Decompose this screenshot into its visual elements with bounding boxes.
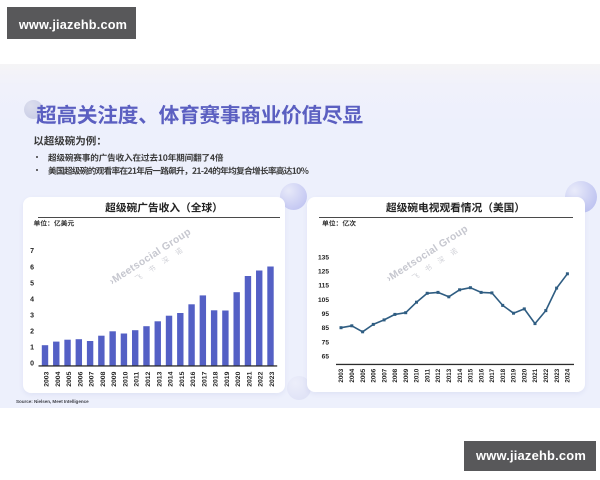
svg-text:2008: 2008 (392, 368, 399, 382)
svg-text:2021: 2021 (532, 368, 539, 382)
svg-text:2006: 2006 (371, 368, 378, 382)
svg-text:65: 65 (322, 354, 330, 361)
svg-text:2016: 2016 (190, 371, 197, 386)
svg-text:2015: 2015 (179, 371, 186, 386)
svg-text:3: 3 (30, 312, 34, 319)
svg-text:2016: 2016 (478, 368, 485, 382)
svg-text:2022: 2022 (543, 368, 550, 382)
svg-text:6: 6 (30, 264, 34, 271)
svg-text:75: 75 (322, 339, 330, 346)
svg-text:2019: 2019 (511, 368, 518, 382)
svg-text:1: 1 (30, 345, 34, 352)
svg-text:›Meetsocial Group: ›Meetsocial Group (385, 224, 471, 285)
svg-text:85: 85 (322, 325, 330, 332)
svg-text:115: 115 (318, 283, 329, 290)
svg-text:0: 0 (30, 361, 34, 368)
svg-text:2021: 2021 (246, 371, 253, 386)
svg-text:125: 125 (318, 269, 329, 276)
svg-text:2005: 2005 (66, 371, 73, 386)
svg-text:2017: 2017 (489, 368, 496, 382)
svg-text:2008: 2008 (100, 371, 107, 386)
svg-text:5: 5 (30, 280, 34, 287)
svg-text:2: 2 (30, 329, 34, 336)
svg-text:2018: 2018 (213, 371, 220, 386)
svg-text:2013: 2013 (156, 371, 163, 386)
svg-text:2009: 2009 (403, 368, 410, 382)
svg-text:2012: 2012 (145, 371, 152, 386)
svg-text:2024: 2024 (565, 368, 572, 382)
svg-text:2023: 2023 (269, 371, 276, 386)
svg-text:2003: 2003 (338, 368, 345, 382)
svg-text:2020: 2020 (521, 368, 528, 382)
svg-text:2022: 2022 (258, 371, 265, 386)
svg-text:2017: 2017 (201, 371, 208, 386)
svg-text:105: 105 (318, 297, 329, 304)
svg-text:2006: 2006 (77, 371, 84, 386)
svg-text:135: 135 (318, 254, 329, 261)
svg-text:2014: 2014 (457, 368, 464, 382)
svg-text:2011: 2011 (134, 372, 141, 387)
svg-text:›Meetsocial Group: ›Meetsocial Group (108, 227, 194, 288)
svg-text:2004: 2004 (349, 368, 356, 382)
svg-text:2009: 2009 (111, 371, 118, 386)
svg-text:95: 95 (322, 311, 330, 318)
svg-text:2014: 2014 (168, 371, 175, 386)
svg-text:2023: 2023 (554, 368, 561, 382)
svg-text:2011: 2011 (424, 368, 431, 382)
svg-text:2013: 2013 (446, 368, 453, 382)
svg-text:2007: 2007 (381, 368, 388, 382)
svg-text:2012: 2012 (435, 368, 442, 382)
svg-text:2020: 2020 (235, 371, 242, 386)
svg-text:7: 7 (30, 248, 34, 255)
svg-text:2018: 2018 (500, 368, 507, 382)
svg-text:2003: 2003 (44, 371, 51, 386)
svg-text:2019: 2019 (224, 371, 231, 386)
svg-text:2004: 2004 (55, 371, 62, 386)
svg-text:2010: 2010 (122, 371, 129, 386)
svg-text:2015: 2015 (468, 368, 475, 382)
svg-text:2010: 2010 (414, 368, 421, 382)
svg-text:2007: 2007 (89, 371, 96, 386)
svg-text:4: 4 (30, 296, 34, 303)
svg-text:2005: 2005 (360, 368, 367, 382)
